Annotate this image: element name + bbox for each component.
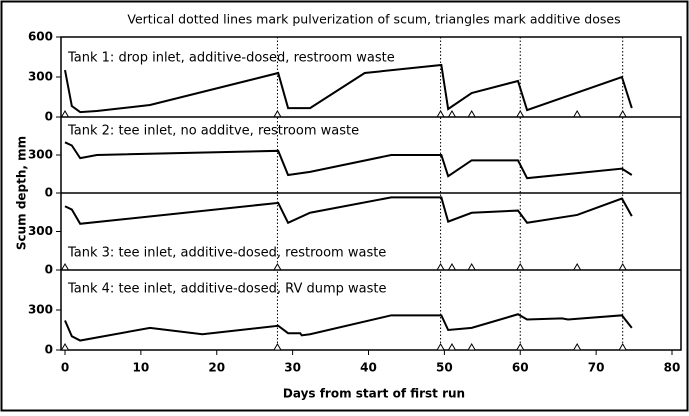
y-tick-label: 300	[28, 148, 53, 162]
x-tick-label: 40	[360, 361, 377, 375]
x-tick-label: 30	[284, 361, 301, 375]
line	[64, 141, 633, 180]
dose-triangle	[436, 343, 445, 351]
y-tick-label: 300	[28, 303, 53, 317]
dose-triangle	[515, 343, 525, 351]
y-tick-label: 0	[45, 186, 53, 200]
panel-label: Tank 1: drop inlet, additive-dosed, rest…	[67, 51, 395, 66]
x-axis-label: Days from start of first run	[283, 387, 465, 401]
x-tick-label: 0	[61, 361, 69, 375]
y-axis-label: Scum depth, mm	[15, 136, 29, 250]
x-tick-label: 50	[436, 361, 453, 375]
dose-triangle	[467, 343, 477, 351]
panel-label: Tank 2: tee inlet, no additve, restroom …	[67, 124, 359, 139]
x-tick-label: 20	[208, 361, 225, 375]
y-tick-label: 600	[28, 30, 53, 44]
dose-triangle	[572, 343, 582, 351]
line	[64, 196, 633, 225]
chart-title: Vertical dotted lines mark pulverization…	[127, 12, 620, 27]
dose-triangle	[447, 343, 457, 351]
x-tick-label: 70	[588, 361, 605, 375]
y-tick-label: 0	[45, 263, 53, 277]
line	[64, 63, 633, 114]
x-tick-label: 10	[133, 361, 150, 375]
panel-label: Tank 3: tee inlet, additive-dosed, restr…	[67, 246, 386, 261]
x-tick-label: 60	[512, 361, 529, 375]
dose-triangle	[60, 343, 70, 351]
x-tick-label: 80	[664, 361, 681, 375]
dose-triangle	[273, 343, 282, 351]
y-tick-label: 300	[28, 224, 53, 238]
y-tick-label: 0	[45, 110, 53, 124]
y-tick-label: 300	[28, 70, 53, 84]
line	[64, 313, 633, 342]
dose-triangle	[618, 343, 628, 351]
panel-label: Tank 4: tee inlet, additive-dosed, RV du…	[67, 282, 387, 297]
y-tick-label: 0	[45, 343, 53, 357]
